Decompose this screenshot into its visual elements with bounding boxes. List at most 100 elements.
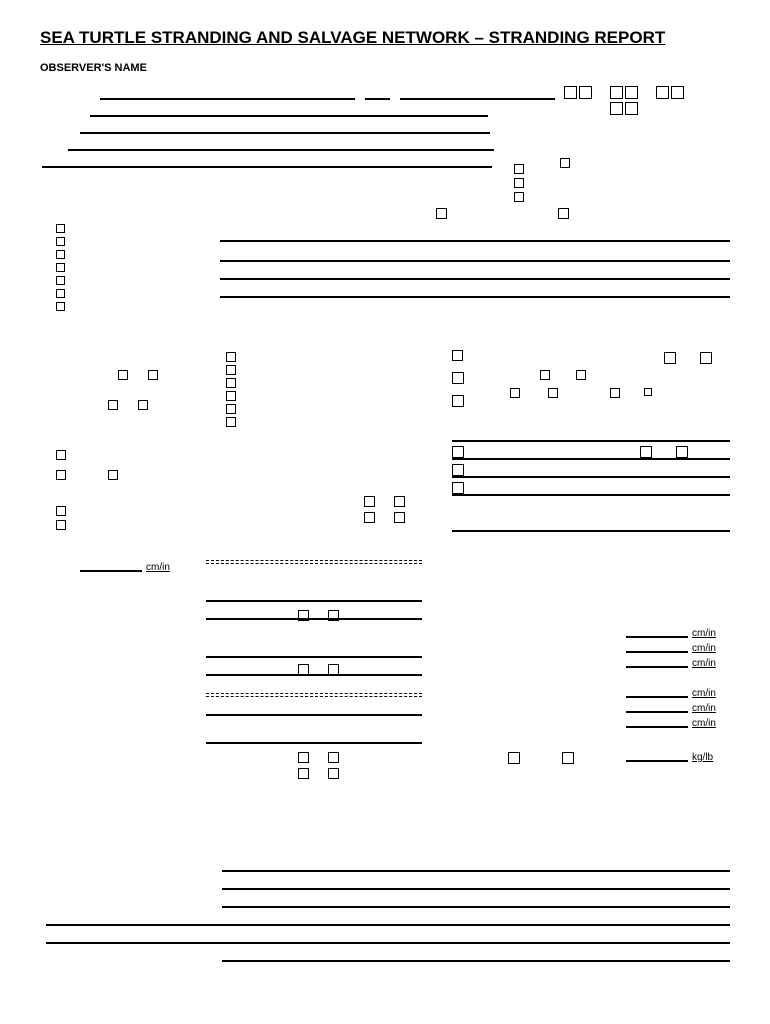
form-line bbox=[626, 711, 688, 713]
checkbox[interactable] bbox=[328, 610, 339, 621]
checkbox[interactable] bbox=[610, 86, 623, 99]
form-line bbox=[452, 440, 730, 442]
checkbox[interactable] bbox=[452, 372, 464, 384]
checkbox[interactable] bbox=[226, 365, 236, 375]
checkbox[interactable] bbox=[56, 289, 65, 298]
observer-name-label: OBSERVER'S NAME bbox=[40, 62, 730, 74]
form-line bbox=[206, 674, 422, 676]
checkbox[interactable] bbox=[664, 352, 676, 364]
form-line bbox=[452, 476, 730, 478]
checkbox[interactable] bbox=[328, 752, 339, 763]
checkbox[interactable] bbox=[108, 470, 118, 480]
checkbox[interactable] bbox=[226, 378, 236, 388]
checkbox[interactable] bbox=[328, 664, 339, 675]
checkbox[interactable] bbox=[138, 400, 148, 410]
checkbox[interactable] bbox=[364, 496, 375, 507]
form-line bbox=[206, 742, 422, 744]
checkbox[interactable] bbox=[56, 224, 65, 233]
checkbox[interactable] bbox=[514, 192, 524, 202]
checkbox[interactable] bbox=[452, 464, 464, 476]
checkbox[interactable] bbox=[656, 86, 669, 99]
checkbox[interactable] bbox=[56, 506, 66, 516]
unit-label: cm/in bbox=[146, 562, 170, 573]
checkbox[interactable] bbox=[56, 263, 65, 272]
checkbox[interactable] bbox=[394, 512, 405, 523]
form-dashed-line bbox=[206, 693, 422, 694]
checkbox[interactable] bbox=[514, 164, 524, 174]
form-line bbox=[46, 924, 730, 926]
checkbox[interactable] bbox=[56, 470, 66, 480]
form-line bbox=[626, 726, 688, 728]
checkbox[interactable] bbox=[610, 388, 620, 398]
checkbox[interactable] bbox=[56, 302, 65, 311]
checkbox[interactable] bbox=[298, 664, 309, 675]
checkbox[interactable] bbox=[56, 450, 66, 460]
form-line bbox=[46, 942, 730, 944]
checkbox[interactable] bbox=[452, 395, 464, 407]
checkbox[interactable] bbox=[452, 482, 464, 494]
checkbox[interactable] bbox=[671, 86, 684, 99]
form-line bbox=[206, 600, 422, 602]
form-line bbox=[206, 656, 422, 658]
form-line bbox=[100, 98, 355, 100]
checkbox[interactable] bbox=[452, 446, 464, 458]
checkbox[interactable] bbox=[562, 752, 574, 764]
form-line bbox=[626, 636, 688, 638]
unit-label: cm/in bbox=[692, 628, 716, 639]
checkbox[interactable] bbox=[108, 400, 118, 410]
checkbox[interactable] bbox=[564, 86, 577, 99]
checkbox[interactable] bbox=[548, 388, 558, 398]
form-line bbox=[220, 240, 730, 242]
form-line bbox=[452, 494, 730, 496]
form-line bbox=[206, 714, 422, 716]
checkbox[interactable] bbox=[56, 520, 66, 530]
checkbox[interactable] bbox=[298, 752, 309, 763]
checkbox[interactable] bbox=[700, 352, 712, 364]
checkbox[interactable] bbox=[226, 404, 236, 414]
checkbox[interactable] bbox=[226, 391, 236, 401]
unit-label: cm/in bbox=[692, 703, 716, 714]
checkbox[interactable] bbox=[625, 86, 638, 99]
unit-label: cm/in bbox=[692, 658, 716, 669]
form-dashed-line bbox=[206, 563, 422, 564]
checkbox[interactable] bbox=[644, 388, 652, 396]
checkbox[interactable] bbox=[328, 768, 339, 779]
form-line bbox=[626, 651, 688, 653]
form-dashed-line bbox=[206, 696, 422, 697]
unit-label: cm/in bbox=[692, 688, 716, 699]
checkbox[interactable] bbox=[56, 250, 65, 259]
form-line bbox=[452, 458, 730, 460]
form-line bbox=[626, 666, 688, 668]
checkbox[interactable] bbox=[364, 512, 375, 523]
checkbox[interactable] bbox=[676, 446, 688, 458]
checkbox[interactable] bbox=[148, 370, 158, 380]
checkbox[interactable] bbox=[610, 102, 623, 115]
checkbox[interactable] bbox=[514, 178, 524, 188]
checkbox[interactable] bbox=[436, 208, 447, 219]
checkbox[interactable] bbox=[625, 102, 638, 115]
form-line bbox=[222, 906, 730, 908]
checkbox[interactable] bbox=[510, 388, 520, 398]
checkbox[interactable] bbox=[298, 768, 309, 779]
unit-label: kg/lb bbox=[692, 752, 713, 763]
checkbox[interactable] bbox=[540, 370, 550, 380]
checkbox[interactable] bbox=[558, 208, 569, 219]
form-line bbox=[222, 888, 730, 890]
checkbox[interactable] bbox=[56, 237, 65, 246]
checkbox[interactable] bbox=[226, 417, 236, 427]
checkbox[interactable] bbox=[56, 276, 65, 285]
checkbox[interactable] bbox=[298, 610, 309, 621]
form-line bbox=[206, 618, 422, 620]
form-line bbox=[222, 960, 730, 962]
form-line bbox=[42, 166, 492, 168]
checkbox[interactable] bbox=[508, 752, 520, 764]
unit-label: cm/in bbox=[692, 643, 716, 654]
checkbox[interactable] bbox=[579, 86, 592, 99]
checkbox[interactable] bbox=[394, 496, 405, 507]
checkbox[interactable] bbox=[452, 350, 463, 361]
checkbox[interactable] bbox=[640, 446, 652, 458]
checkbox[interactable] bbox=[576, 370, 586, 380]
checkbox[interactable] bbox=[118, 370, 128, 380]
checkbox[interactable] bbox=[560, 158, 570, 168]
checkbox[interactable] bbox=[226, 352, 236, 362]
